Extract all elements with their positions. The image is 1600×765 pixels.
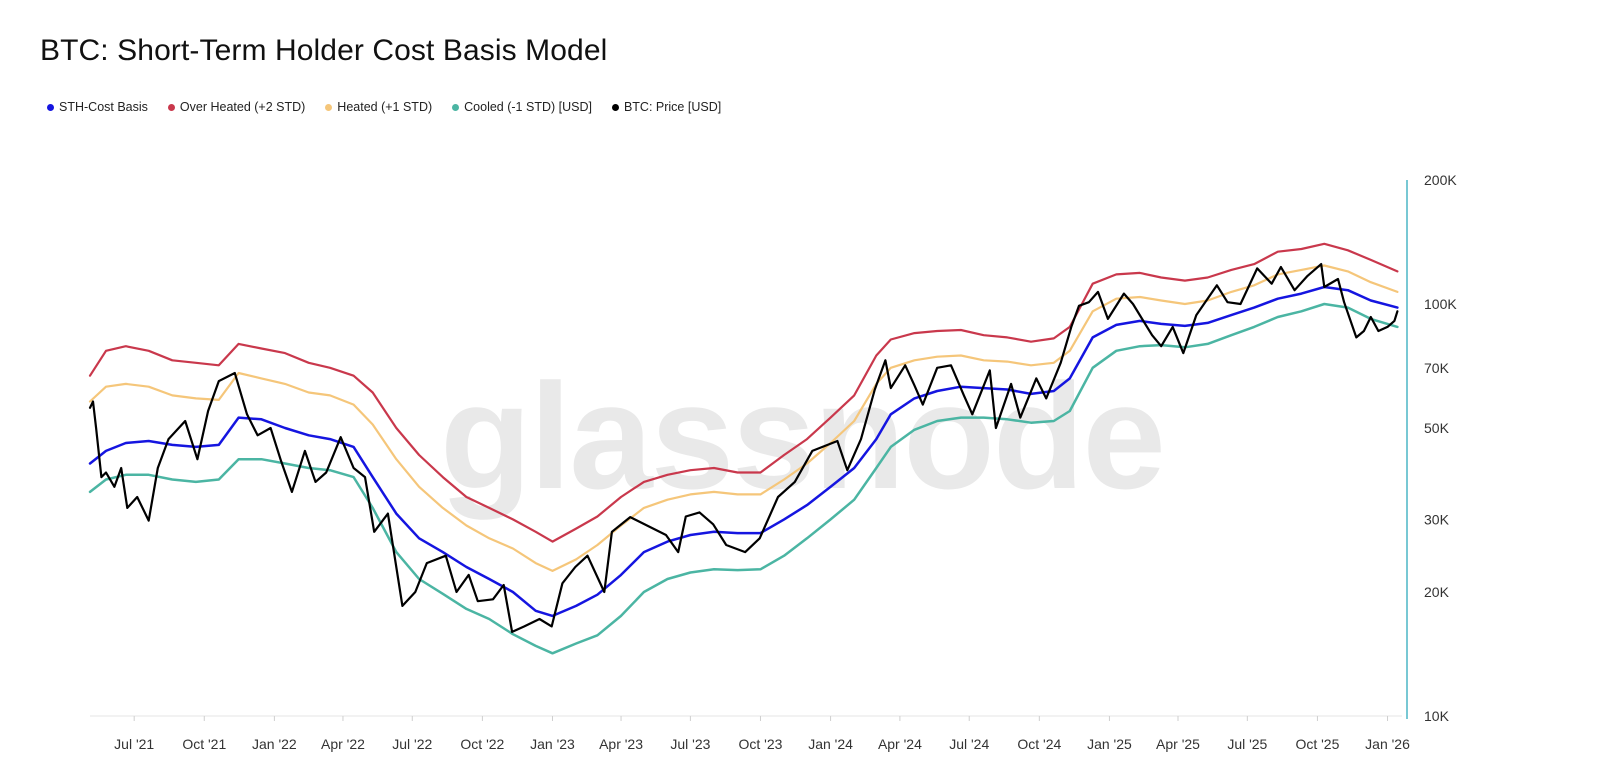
x-tick-label: Jan '25 [1087, 736, 1132, 752]
x-tick-label: Jul '25 [1227, 736, 1267, 752]
legend-dot-price [611, 103, 619, 111]
x-tick-label: Oct '21 [182, 736, 226, 752]
legend-item-over-heated[interactable]: Over Heated (+2 STD) [167, 100, 306, 114]
x-tick-label: Jul '21 [114, 736, 154, 752]
y-tick-label: 200K [1424, 172, 1457, 188]
series-line-sth-cost-basis[interactable] [88, 285, 1399, 618]
legend-dot-heated [325, 103, 333, 111]
y-tick-label: 50K [1424, 420, 1450, 436]
legend-dot-cooled [452, 103, 460, 111]
series-line-btc-price-usd[interactable] [88, 263, 1399, 633]
legend-item-price[interactable]: BTC: Price [USD] [611, 100, 722, 114]
chart-title: BTC: Short-Term Holder Cost Basis Model [40, 34, 608, 67]
x-tick-label: Oct '22 [460, 736, 504, 752]
series-line-heated-1-std[interactable] [88, 264, 1399, 572]
watermark: glassnode [440, 352, 1164, 520]
y-tick-label: 10K [1424, 708, 1450, 724]
y-tick-label: 30K [1424, 511, 1450, 527]
x-tick-label: Apr '25 [1156, 736, 1200, 752]
legend-label-price: BTC: Price [USD] [623, 100, 722, 114]
legend-label-heated: Heated (+1 STD) [337, 100, 433, 114]
x-tick-label: Jul '24 [949, 736, 989, 752]
legend-item-cooled[interactable]: Cooled (-1 STD) [USD] [452, 100, 592, 114]
y-tick-label: 70K [1424, 360, 1450, 376]
y-tick-label: 100K [1424, 296, 1457, 312]
x-tick-label: Oct '23 [739, 736, 783, 752]
x-tick-label: Apr '22 [321, 736, 365, 752]
x-tick-label: Jul '23 [670, 736, 710, 752]
x-tick-label: Oct '25 [1295, 736, 1339, 752]
legend-label-cooled: Cooled (-1 STD) [USD] [464, 100, 592, 114]
x-tick-label: Jan '24 [808, 736, 853, 752]
legend-dot-over-heated [167, 103, 175, 111]
legend: STH-Cost Basis Over Heated (+2 STD) Heat… [47, 100, 741, 114]
y-axis: 10K 20K 30K 50K 70K 100K 200K [1406, 172, 1457, 724]
x-tick-label: Jul '22 [392, 736, 432, 752]
legend-dot-sth [47, 103, 54, 111]
x-tick-label: Jan '22 [252, 736, 297, 752]
legend-label-sth: STH-Cost Basis [59, 100, 148, 114]
legend-item-sth[interactable]: STH-Cost Basis [47, 100, 148, 114]
series-line-over-heated-2-std[interactable] [88, 242, 1399, 543]
legend-label-over-heated: Over Heated (+2 STD) [179, 100, 306, 114]
legend-item-heated[interactable]: Heated (+1 STD) [325, 100, 432, 114]
x-tick-label: Apr '23 [599, 736, 643, 752]
x-tick-label: Apr '24 [878, 736, 922, 752]
series-layer [88, 242, 1399, 655]
y-tick-label: 20K [1424, 584, 1450, 600]
x-tick-label: Jan '23 [530, 736, 575, 752]
x-axis: Jul '21 Oct '21 Jan '22 Apr '22 Jul '22 Oct '… [90, 715, 1410, 752]
x-tick-label: Oct '24 [1017, 736, 1061, 752]
x-tick-label: Jan '26 [1365, 736, 1410, 752]
